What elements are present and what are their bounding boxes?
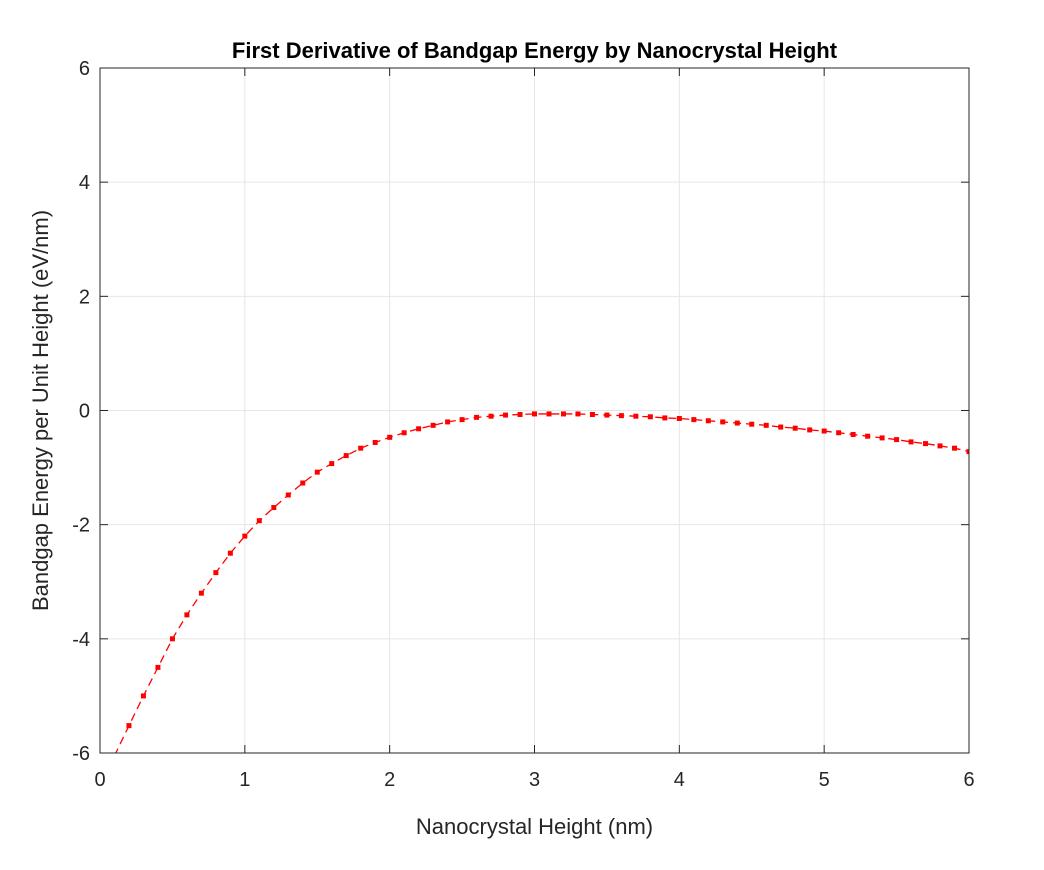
data-point-marker xyxy=(430,422,436,428)
y-tick-label: -6 xyxy=(72,743,90,765)
data-point-marker xyxy=(401,430,407,436)
x-tick-label: 4 xyxy=(674,769,685,791)
data-point-marker xyxy=(952,445,958,451)
data-point-marker xyxy=(589,412,595,417)
tick-marks xyxy=(99,67,970,754)
data-point-marker xyxy=(807,427,813,433)
data-point-marker xyxy=(865,433,871,439)
data-point-marker xyxy=(894,437,900,443)
data-point-marker xyxy=(242,533,248,539)
data-point-marker xyxy=(503,412,509,418)
series-layer xyxy=(115,411,969,753)
data-point-marker xyxy=(169,636,175,642)
data-point-marker xyxy=(836,430,842,436)
data-point-marker xyxy=(416,426,422,432)
data-point-marker xyxy=(227,550,233,556)
y-tick-label: 6 xyxy=(79,58,90,80)
data-point-marker xyxy=(387,434,393,440)
data-point-marker xyxy=(126,723,132,729)
data-point-marker xyxy=(662,415,668,421)
data-point-marker xyxy=(691,417,697,423)
x-tick-label: 5 xyxy=(819,769,830,791)
x-axis-label: Nanocrystal Height (nm) xyxy=(416,814,653,839)
y-tick-label: 2 xyxy=(79,286,90,308)
data-point-marker xyxy=(213,570,219,576)
data-point-marker xyxy=(314,469,320,475)
data-point-marker xyxy=(532,411,537,417)
tick-labels: 0 1 2 3 4 5 6 -6 -4 -2 0 2 4 6 xyxy=(72,58,974,791)
data-point-marker xyxy=(517,412,523,417)
data-point-marker xyxy=(198,590,204,596)
data-point-marker xyxy=(155,664,161,670)
data-point-marker xyxy=(285,492,291,498)
data-point-marker xyxy=(720,419,726,425)
data-point-marker xyxy=(575,411,581,417)
data-point-marker xyxy=(763,422,769,428)
data-point-marker xyxy=(734,420,740,426)
data-point-marker xyxy=(647,414,653,420)
y-tick-label: 0 xyxy=(79,401,90,423)
y-tick-label: 4 xyxy=(79,172,90,194)
data-point-marker xyxy=(459,417,465,423)
y-axis-label: Bandgap Energy per Unit Height (eV/nm) xyxy=(28,210,53,611)
data-point-marker xyxy=(546,411,552,417)
data-point-marker xyxy=(343,453,349,459)
data-point-marker xyxy=(821,428,827,434)
data-point-marker xyxy=(256,518,262,524)
grid-lines xyxy=(100,68,969,753)
data-point-marker xyxy=(488,413,494,419)
data-point-marker xyxy=(358,445,364,451)
data-point-marker xyxy=(778,424,784,430)
data-point-marker xyxy=(923,441,929,447)
data-point-marker xyxy=(329,461,335,467)
data-point-marker xyxy=(966,449,969,455)
x-tick-label: 0 xyxy=(94,769,105,791)
data-point-marker xyxy=(908,439,914,445)
y-tick-label: -4 xyxy=(72,629,90,651)
data-point-marker xyxy=(618,413,624,419)
data-point-marker xyxy=(792,425,798,431)
data-point-marker xyxy=(633,413,639,419)
x-tick-label: 1 xyxy=(239,769,250,791)
y-tick-label: -2 xyxy=(72,515,90,537)
data-point-marker xyxy=(474,414,480,420)
data-point-marker xyxy=(184,612,190,618)
data-point-marker xyxy=(560,411,566,417)
data-point-marker xyxy=(676,415,682,421)
data-point-marker xyxy=(705,418,711,424)
data-point-marker xyxy=(140,693,146,699)
data-point-marker xyxy=(445,419,451,425)
data-point-marker xyxy=(300,480,306,486)
x-tick-label: 6 xyxy=(963,769,974,791)
x-tick-label: 2 xyxy=(384,769,395,791)
x-tick-label: 3 xyxy=(529,769,540,791)
chart-title: First Derivative of Bandgap Energy by Na… xyxy=(232,38,838,63)
data-point-marker xyxy=(271,505,277,511)
data-point-marker xyxy=(604,412,610,418)
data-point-marker xyxy=(879,435,885,441)
data-point-marker xyxy=(372,439,378,445)
data-point-marker xyxy=(850,431,856,437)
data-point-marker xyxy=(937,443,943,449)
data-point-marker xyxy=(749,421,755,427)
